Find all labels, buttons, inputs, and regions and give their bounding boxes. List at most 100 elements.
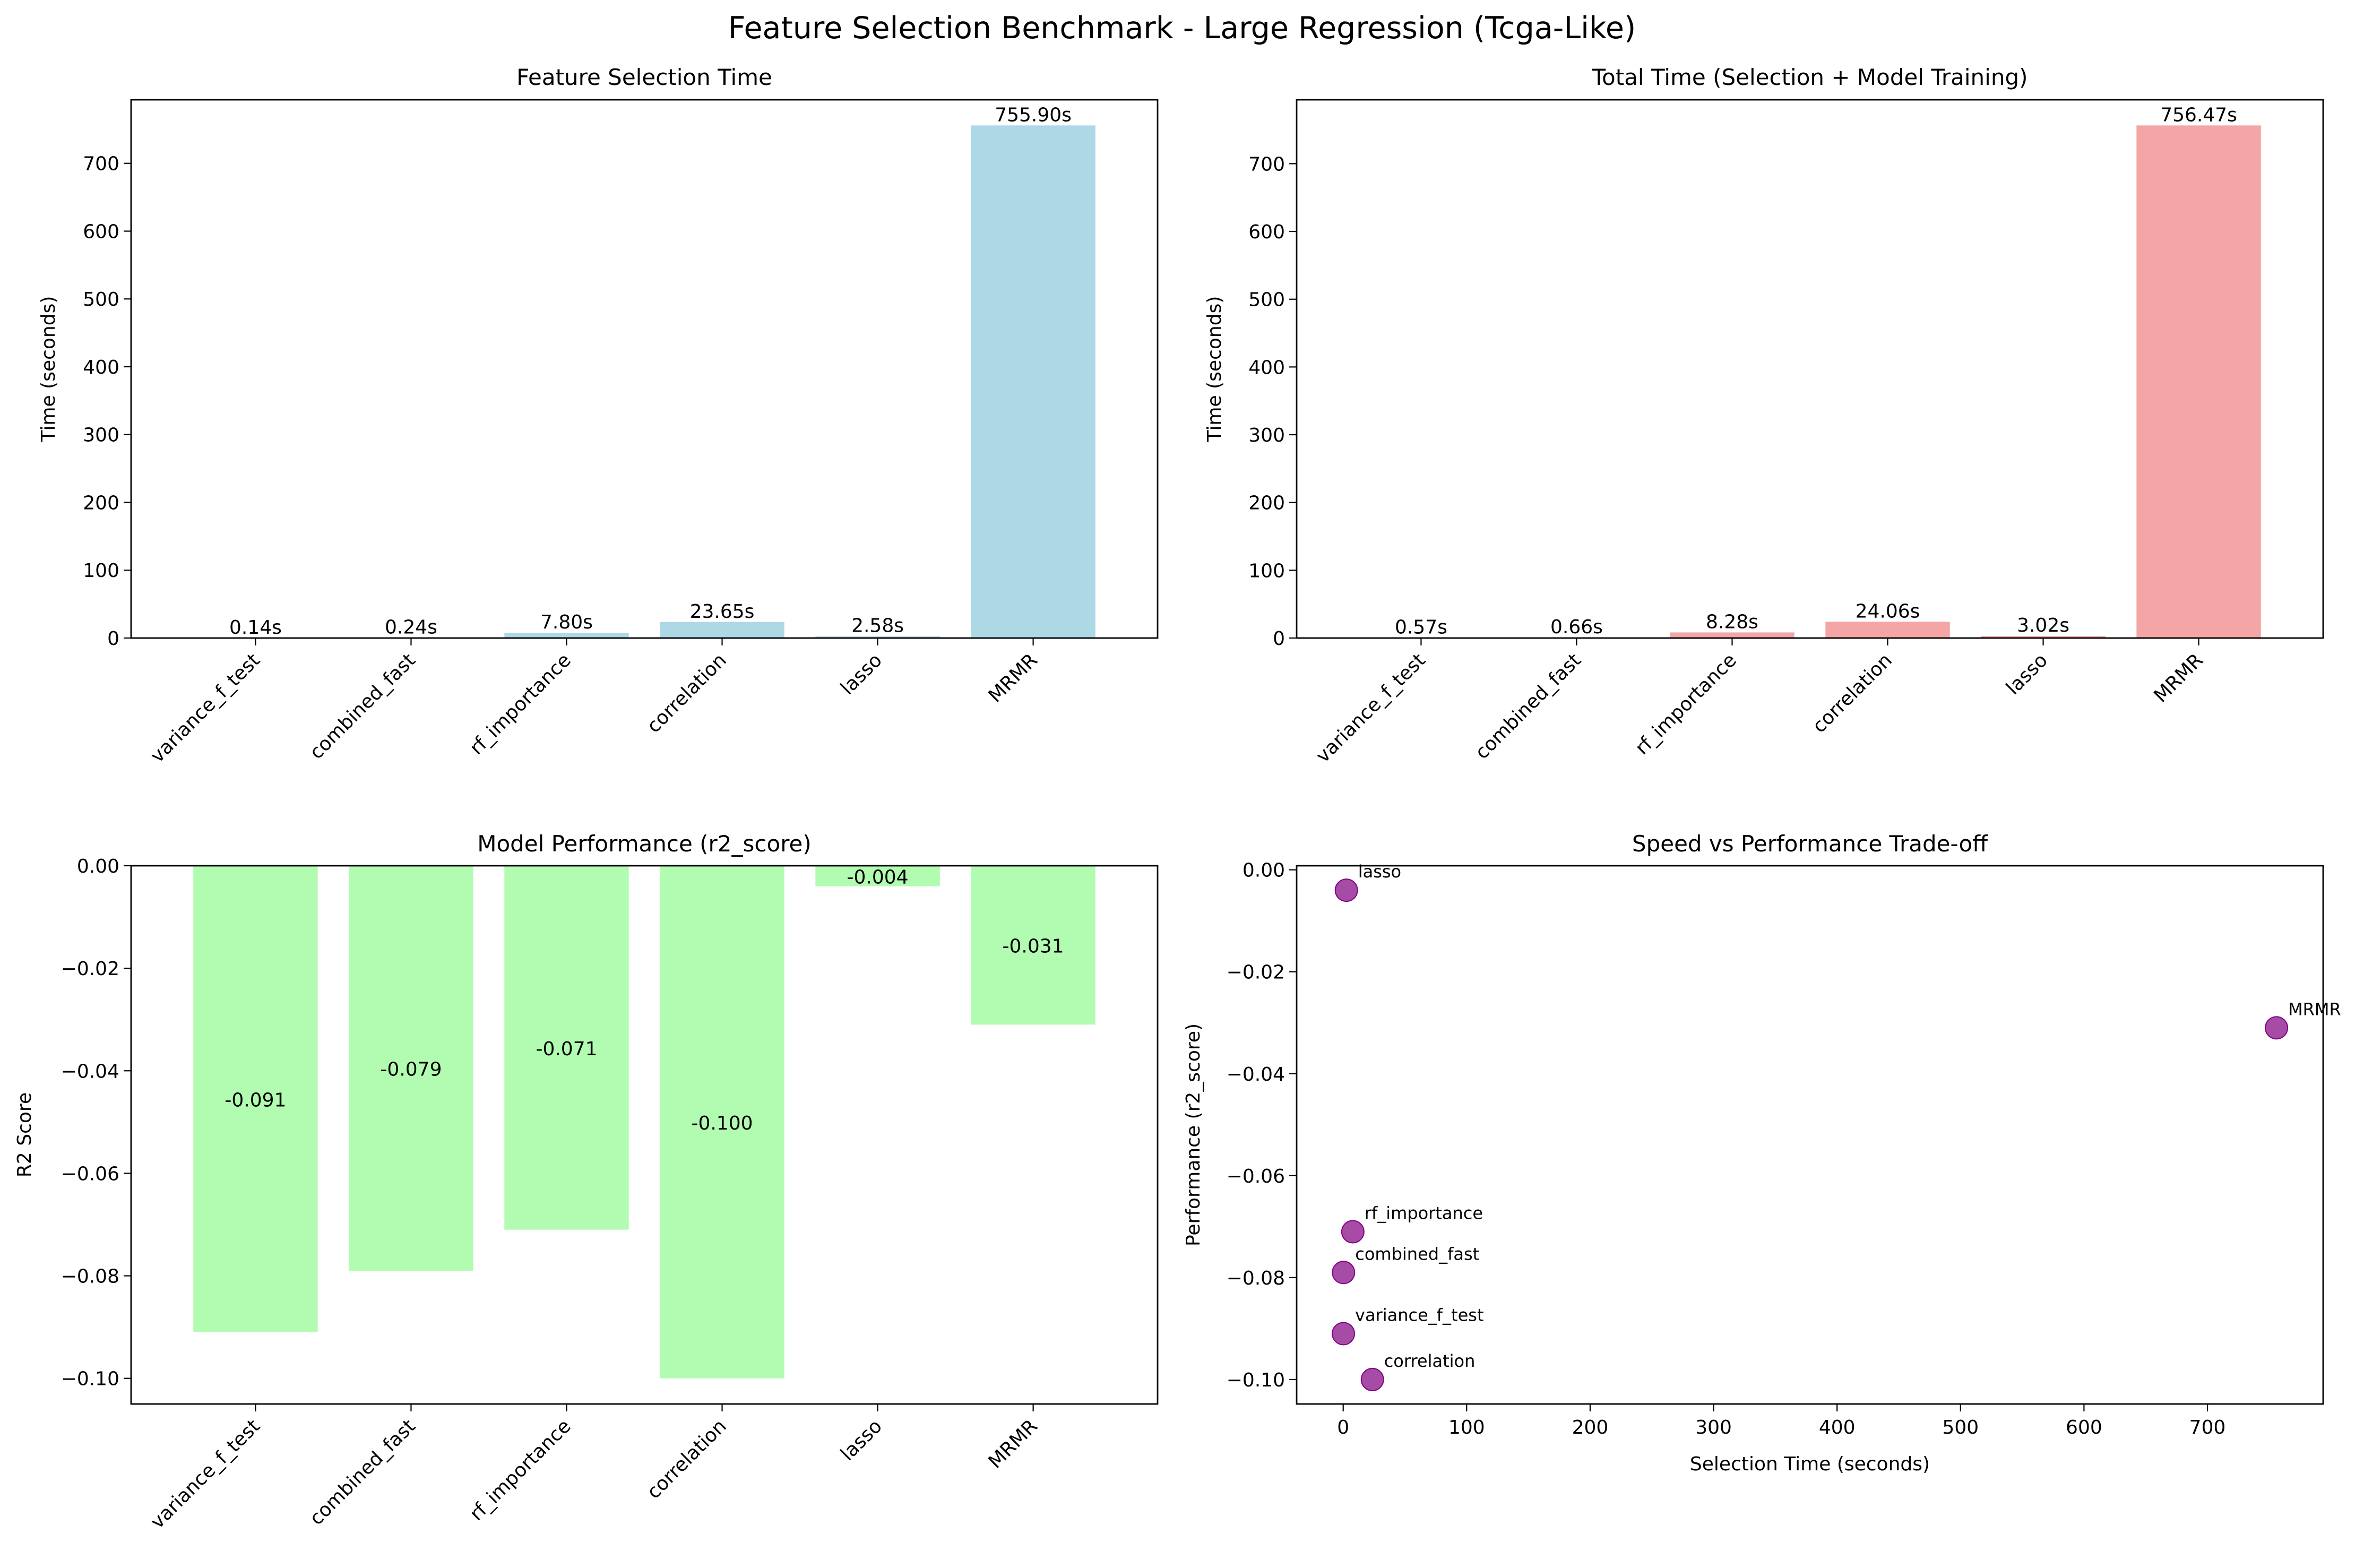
total-data-label-variance_f_test: 0.57s: [1395, 616, 1447, 638]
tradeoff-x-tick-label-4: 400: [1819, 1417, 1856, 1438]
tradeoff-y-tick-label-0: 0.00: [1243, 860, 1285, 882]
tradeoff-x-tick-label-1: 100: [1448, 1417, 1485, 1438]
performance-data-label-combined_fast: -0.079: [380, 1058, 442, 1080]
performance-chart-title: Model Performance (r2_score): [477, 831, 812, 857]
tradeoff-points-layer: [1332, 878, 2289, 1391]
performance-bar-MRMR: [971, 866, 1095, 1025]
tradeoff-x-tick-label-3: 300: [1695, 1417, 1732, 1438]
selection-y-axis-label: Time (seconds): [38, 296, 59, 443]
performance-data-label-MRMR: -0.031: [1003, 936, 1064, 958]
selection-y-tick-label-6: 600: [83, 221, 119, 243]
total-labels-layer: 0.57s 0.66s 8.28s 24.06s 3.02s 756.47s: [1395, 104, 2237, 638]
total-y-tick-label-7: 700: [1248, 153, 1285, 175]
tradeoff-point-label-rf_importance: rf_importance: [1365, 1203, 1483, 1223]
tradeoff-point-label-combined_fast: combined_fast: [1355, 1244, 1479, 1264]
performance-data-label-lasso: -0.004: [847, 866, 909, 888]
total-data-label-lasso: 3.02s: [2017, 615, 2069, 636]
total-y-tick-label-3: 300: [1248, 425, 1285, 446]
tradeoff-point-correlation: [1360, 1367, 1384, 1391]
tradeoff-y-tick-label-4: −0.08: [1227, 1268, 1285, 1289]
total-y-tick-label-0: 0: [1273, 628, 1285, 650]
performance-axes-frame: [130, 865, 1159, 1405]
total-bar-lasso: [1981, 636, 2106, 638]
performance-data-label-variance_f_test: -0.091: [225, 1089, 286, 1111]
total-data-label-MRMR: 756.47s: [2160, 104, 2237, 126]
performance-y-axis-label: R2 Score: [14, 1092, 36, 1177]
tradeoff-point-label-lasso: lasso: [1358, 861, 1401, 882]
panel-total-time: variance_f_test combined_fast rf_importanc…: [1204, 64, 2324, 767]
tradeoff-point-label-variance_f_test: variance_f_test: [1355, 1305, 1483, 1325]
tradeoff-axes-frame: [1296, 865, 2324, 1405]
selection-y-tick-label-3: 300: [83, 425, 119, 446]
tradeoff-point-rf_importance: [1341, 1220, 1365, 1244]
total-bars-layer: [1359, 125, 2261, 639]
tradeoff-x-axis-label: Selection Time (seconds): [1690, 1453, 1930, 1475]
tradeoff-y-axis-label: Performance (r2_score): [1183, 1023, 1204, 1246]
selection-data-label-combined_fast: 0.24s: [385, 617, 437, 639]
selection-data-label-variance_f_test: 0.14s: [229, 617, 282, 639]
selection-bar-MRMR: [971, 125, 1095, 638]
performance-bar-correlation: [660, 866, 784, 1379]
selection-y-tick-label-0: 0: [107, 628, 119, 650]
total-axes-frame: [1296, 99, 2324, 639]
performance-bar-combined_fast: [349, 866, 473, 1271]
tradeoff-x-tick-label-5: 500: [1942, 1417, 1979, 1438]
selection-y-tick-label-5: 500: [83, 289, 119, 311]
tradeoff-point-MRMR: [2265, 1016, 2289, 1040]
selection-data-label-correlation: 23.65s: [690, 601, 755, 623]
performance-data-label-correlation: -0.100: [691, 1113, 753, 1134]
total-chart-title: Total Time (Selection + Model Training): [1592, 64, 2028, 90]
panel-tradeoff: 0 100 200 300 400 500 600 700 0.00 −0.02 −0.04 −0.0…: [1183, 831, 2341, 1475]
selection-bar-rf_importance: [504, 633, 629, 638]
tradeoff-y-tick-label-3: −0.06: [1227, 1166, 1285, 1187]
total-data-label-combined_fast: 0.66s: [1550, 616, 1603, 638]
performance-bars-layer: [193, 866, 1095, 1379]
selection-chart-title: Feature Selection Time: [516, 64, 772, 90]
performance-y-tick-label-5: −0.10: [61, 1368, 119, 1390]
total-y-tick-label-1: 100: [1248, 560, 1285, 582]
performance-bar-lasso: [815, 866, 940, 886]
total-bar-correlation: [1825, 622, 1950, 638]
tradeoff-y-tick-label-1: −0.02: [1227, 962, 1285, 984]
total-y-tick-label-4: 400: [1248, 357, 1285, 378]
performance-bar-rf_importance: [504, 866, 629, 1230]
tradeoff-y-tick-label-2: −0.04: [1227, 1064, 1285, 1085]
selection-bars-layer: [193, 125, 1095, 639]
total-data-label-correlation: 24.06s: [1856, 600, 1920, 622]
selection-labels-layer: 0.14s 0.24s 7.80s 23.65s 2.58s 755.90s: [229, 104, 1072, 639]
performance-bar-variance_f_test: [193, 866, 318, 1332]
performance-labels-layer: -0.091 -0.079 -0.071 -0.100 -0.004 -0.031: [225, 866, 1064, 1134]
performance-y-tick-label-3: −0.06: [61, 1163, 119, 1185]
performance-y-tick-label-0: 0.00: [77, 856, 119, 877]
tradeoff-labels-layer: variance_f_test combined_fast rf_importanc…: [1355, 861, 2341, 1371]
tradeoff-x-tick-label-0: 0: [1337, 1417, 1349, 1438]
total-bar-MRMR: [2136, 125, 2261, 639]
selection-y-tick-label-7: 700: [83, 153, 119, 175]
total-data-label-rf_importance: 8.28s: [1706, 611, 1758, 633]
selection-data-label-lasso: 2.58s: [851, 615, 904, 637]
tradeoff-y-tick-label-5: −0.10: [1227, 1369, 1285, 1391]
selection-axes-frame: [130, 99, 1159, 639]
total-y-tick-label-5: 500: [1248, 289, 1285, 311]
tradeoff-x-tick-label-6: 600: [2066, 1417, 2102, 1438]
total-y-axis-label: Time (seconds): [1204, 296, 1226, 443]
selection-bar-lasso: [815, 636, 940, 638]
tradeoff-chart-title: Speed vs Performance Trade-off: [1632, 831, 1988, 857]
panel-model-performance: variance_f_test combined_fast rf_importanc…: [14, 831, 1159, 1533]
tradeoff-point-label-MRMR: MRMR: [2288, 999, 2341, 1019]
tradeoff-x-tick-label-7: 700: [2189, 1417, 2226, 1438]
selection-y-tick-label-2: 200: [83, 492, 119, 514]
tradeoff-point-label-correlation: correlation: [1384, 1351, 1476, 1371]
performance-data-label-rf_importance: -0.071: [536, 1038, 597, 1060]
tradeoff-x-tick-label-2: 200: [1572, 1417, 1609, 1438]
performance-y-tick-label-2: −0.04: [61, 1061, 119, 1082]
tradeoff-point-lasso: [1334, 878, 1358, 902]
selection-data-label-rf_importance: 7.80s: [540, 611, 593, 633]
figure-title: Feature Selection Benchmark - Large Regr…: [728, 11, 1636, 46]
total-y-tick-label-2: 200: [1248, 493, 1285, 514]
total-y-tick-label-6: 600: [1248, 221, 1285, 243]
selection-bar-correlation: [660, 622, 784, 638]
selection-y-tick-label-4: 400: [83, 357, 119, 378]
